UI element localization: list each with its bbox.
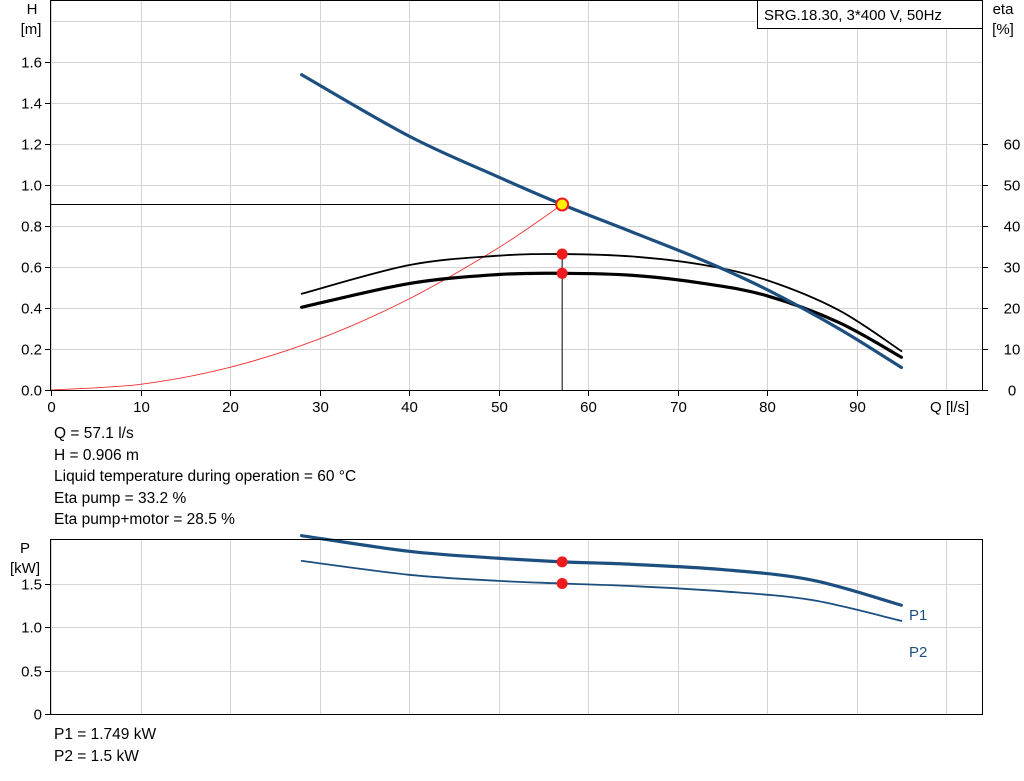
eta-pump-readout: Eta pump = 33.2 %: [54, 489, 187, 507]
p1-duty-point: [556, 556, 568, 568]
x-tick-label: 10: [133, 399, 150, 416]
power-axis-unit: [kW]: [10, 560, 40, 577]
head-axis-unit: [m]: [21, 21, 42, 38]
eta-pump-duty-point: [556, 248, 568, 260]
p2-series-label: P2: [909, 644, 927, 661]
head-tick-label: 1.6: [21, 55, 42, 72]
eta-pump-motor-readout: Eta pump+motor = 28.5 %: [54, 511, 235, 528]
x-tick-label: 90: [849, 399, 866, 416]
liquid-temperature-readout: Liquid temperature during operation = 60…: [54, 468, 357, 485]
flow-readout: Q = 57.1 l/s: [54, 425, 134, 442]
head-tick-label: 0.2: [21, 342, 42, 359]
chart-title: SRG.18.30, 3*400 V, 50Hz: [764, 7, 942, 24]
eta-tick-label: 0: [1008, 383, 1016, 400]
head-tick-label: 0.8: [21, 219, 42, 236]
head-chart-curves: [50, 73, 904, 391]
head-tick-label: 0.0: [21, 383, 42, 400]
power-tick-label: 0.5: [21, 664, 42, 681]
power-tick-label: 1.0: [21, 620, 42, 637]
power-chart-curves: [300, 534, 904, 622]
eta-pump-motor-curve: [300, 271, 904, 359]
eta-tick-label: 40: [1004, 219, 1021, 236]
eta-tick-label: 20: [1004, 301, 1021, 318]
power-chart-grid: [51, 540, 982, 715]
duty-points: [555, 197, 570, 589]
p1-power-curve: [300, 534, 904, 607]
power-axis-label: P: [20, 540, 30, 557]
head-axis-label: H: [27, 1, 38, 18]
power-tick-label: 0: [34, 707, 42, 724]
duty-point-readouts: Q = 57.1 l/s H = 0.906 m Liquid temperat…: [54, 423, 356, 531]
chart-title-box: [757, 0, 983, 29]
head-readout: H = 0.906 m: [54, 446, 139, 464]
p2-readout: P2 = 1.5 kW: [54, 747, 139, 765]
eta-tick-label: 50: [1004, 178, 1021, 195]
x-tick-label: 50: [491, 399, 508, 416]
p1-readout: P1 = 1.749 kW: [54, 726, 157, 743]
flow-axis-label: Q [l/s]: [930, 399, 969, 416]
head-duty-point: [555, 197, 570, 212]
eta-pump-curve: [300, 253, 903, 352]
head-tick-label: 1.0: [21, 178, 42, 195]
p2-duty-point: [556, 578, 568, 589]
power-chart-frame: [50, 539, 983, 715]
power-readouts: P1 = 1.749 kW P2 = 1.5 kW: [54, 724, 156, 767]
x-tick-label: 0: [47, 399, 55, 416]
x-tick-label: 60: [580, 399, 597, 416]
axis-ticks: 0 10 20 30 40 50 60 70 80 90 0.0 0.2 0.4 0.6 0.8 1.0 1.2…: [21, 55, 1020, 724]
eta-tick-label: 60: [1004, 137, 1021, 154]
head-tick-label: 0.4: [21, 301, 42, 318]
power-tick-label: 1.5: [21, 577, 42, 594]
head-tick-label: 0.6: [21, 260, 42, 277]
x-tick-label: 40: [401, 399, 418, 416]
head-tick-label: 1.4: [21, 96, 42, 113]
eta-tick-label: 30: [1004, 260, 1021, 277]
p1-series-label: P1: [909, 607, 927, 624]
head-curve: [300, 73, 904, 370]
x-tick-label: 20: [222, 399, 239, 416]
x-tick-label: 80: [759, 399, 776, 416]
head-chart-frame: [50, 0, 983, 391]
eta-pump-motor-duty-point: [556, 267, 568, 279]
p2-power-curve: [300, 559, 903, 622]
system-curve-curve: [50, 204, 563, 391]
eta-tick-label: 10: [1004, 342, 1021, 359]
eta-axis-unit: [%]: [992, 21, 1014, 38]
x-tick-label: 30: [312, 399, 329, 416]
eta-axis-label: eta: [993, 1, 1015, 18]
x-tick-label: 70: [670, 399, 687, 416]
head-tick-label: 1.2: [21, 137, 42, 154]
